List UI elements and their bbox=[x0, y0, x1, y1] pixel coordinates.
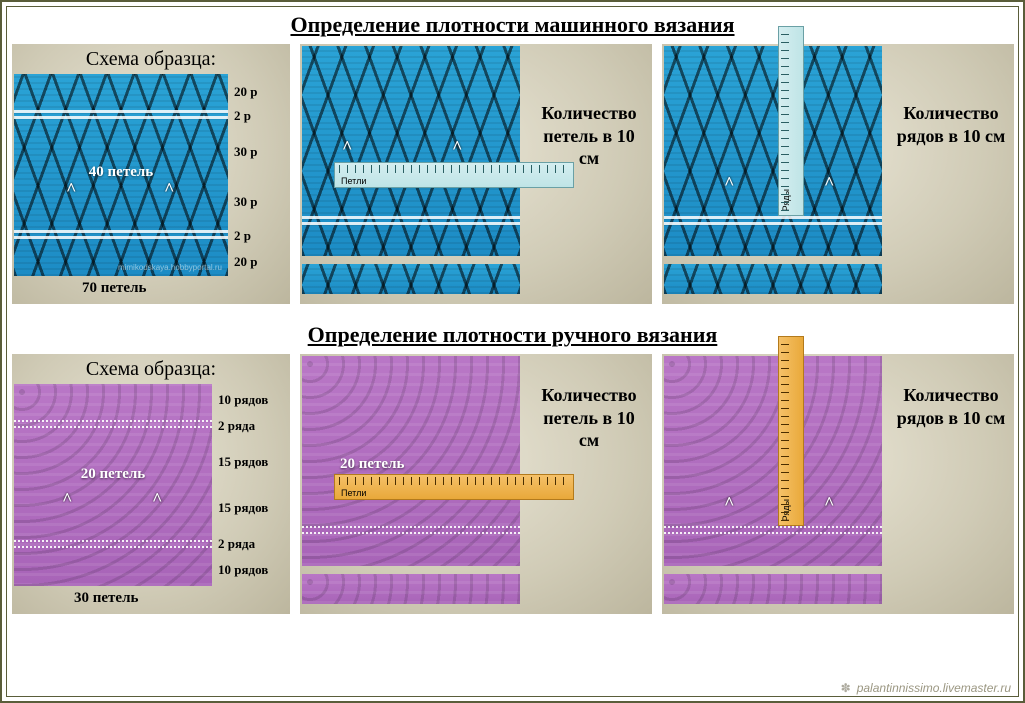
s1-ann-r2: 2 р bbox=[234, 108, 251, 124]
s1-ann-r3: 30 р bbox=[234, 144, 257, 160]
s2-swatch2-label: 20 петель bbox=[340, 456, 404, 473]
s2-panel2: 20 петель Петли Количество петель в 10 с… bbox=[300, 354, 652, 614]
s1p2-marker-left bbox=[342, 140, 352, 154]
flower-icon: ✽ bbox=[841, 681, 851, 695]
s1-ann-r6: 20 р bbox=[234, 254, 257, 270]
s2-ruler-v: Ряды bbox=[778, 336, 804, 526]
s2-ann-r1: 10 рядов bbox=[218, 392, 268, 408]
s2-swatch3 bbox=[664, 356, 882, 566]
s2-swatch2b bbox=[302, 574, 520, 604]
s1-ann-r4: 30 р bbox=[234, 194, 257, 210]
s1-bottom: 70 петель bbox=[82, 280, 146, 297]
s2-ruler-h: Петли bbox=[334, 474, 574, 500]
s2-marker-left bbox=[62, 492, 72, 506]
s2p3-marker-left bbox=[724, 496, 734, 510]
s2-panel3: Ряды Количество рядов в 10 см bbox=[662, 354, 1014, 614]
s2p3-marker-right bbox=[824, 496, 834, 510]
s2-panel2-label: Количество петель в 10 см bbox=[534, 384, 644, 452]
s1-panel2-label: Количество петель в 10 см bbox=[534, 102, 644, 170]
s1p2-marker-right bbox=[452, 140, 462, 154]
s1-swatch3b bbox=[664, 264, 882, 294]
s1p3-marker-left bbox=[724, 176, 734, 190]
s1-swatch3 bbox=[664, 46, 882, 256]
s2-panel1: Схема образца: 20 петель 10 рядов 2 ряда… bbox=[12, 354, 290, 614]
s1-marker-right bbox=[164, 182, 174, 196]
s2-panel3-label: Количество рядов в 10 см bbox=[896, 384, 1006, 429]
watermark: ✽ palantinnissimo.livemaster.ru bbox=[841, 681, 1011, 695]
s1-ruler-v-label: Ряды bbox=[781, 189, 791, 211]
s2-ann-r2: 2 ряда bbox=[218, 418, 255, 434]
s1p3-marker-right bbox=[824, 176, 834, 190]
s1-panel1: Схема образца: 40 петель mimikodskaya.ho… bbox=[12, 44, 290, 304]
s2-marker-right bbox=[152, 492, 162, 506]
s1-ruler-v: Ряды bbox=[778, 26, 804, 216]
s2-ann-r5: 2 ряда bbox=[218, 536, 255, 552]
s1-swatch1-label: 40 петель bbox=[14, 164, 228, 181]
s1-swatch2b bbox=[302, 264, 520, 294]
section1-title: Определение плотности машинного вязания bbox=[0, 4, 1025, 44]
s2-panel1-title: Схема образца: bbox=[12, 358, 290, 381]
s2-ann-r3: 15 рядов bbox=[218, 454, 268, 470]
s1-credit: mimikodskaya.hobbyportal.ru bbox=[118, 263, 222, 272]
s2-ann-r4: 15 рядов bbox=[218, 500, 268, 516]
s1-ann-r5: 2 р bbox=[234, 228, 251, 244]
s2-swatch2: 20 петель bbox=[302, 356, 520, 566]
s1-panel2: Петли Количество петель в 10 см bbox=[300, 44, 652, 304]
section2-title: Определение плотности ручного вязания bbox=[0, 314, 1025, 354]
s2-ruler-h-label: Петли bbox=[341, 488, 366, 498]
s1-panel3: Ряды Количество рядов в 10 см bbox=[662, 44, 1014, 304]
s2-swatch3b bbox=[664, 574, 882, 604]
s2-ann-r6: 10 рядов bbox=[218, 562, 268, 578]
s2-swatch1: 20 петель bbox=[14, 384, 212, 586]
s1-swatch2 bbox=[302, 46, 520, 256]
s1-swatch1: 40 петель mimikodskaya.hobbyportal.ru bbox=[14, 74, 228, 276]
s2-bottom: 30 петель bbox=[74, 590, 138, 607]
s1-panel1-title: Схема образца: bbox=[12, 48, 290, 71]
s1-ann-r1: 20 р bbox=[234, 84, 257, 100]
s1-marker-left bbox=[66, 182, 76, 196]
s2-ruler-v-label: Ряды bbox=[781, 499, 791, 521]
s2-swatch1-label: 20 петель bbox=[14, 466, 212, 483]
s1-panel3-label: Количество рядов в 10 см bbox=[896, 102, 1006, 147]
s1-ruler-h-label: Петли bbox=[341, 176, 366, 186]
